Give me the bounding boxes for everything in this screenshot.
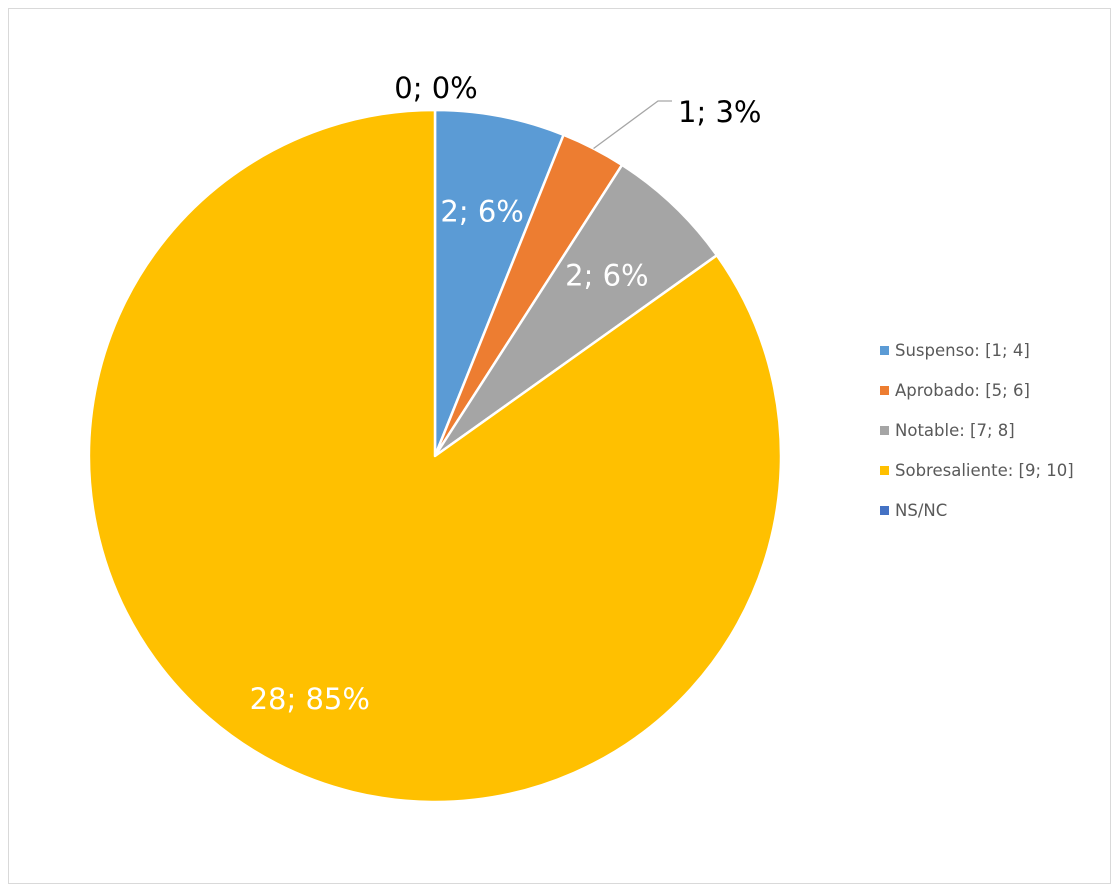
leader-lines bbox=[593, 100, 672, 149]
legend-item-aprobado: Aprobado: [5; 6] bbox=[880, 370, 1074, 410]
legend-label-notable: Notable: [7; 8] bbox=[895, 420, 1015, 440]
data-labels: 2; 6% 1; 3% 2; 6% 28; 85% 0; 0% bbox=[250, 71, 762, 716]
legend-swatch-sobresaliente bbox=[880, 465, 889, 475]
legend: Suspenso: [1; 4] Aprobado: [5; 6] Notabl… bbox=[880, 330, 1074, 530]
data-label-aprobado: 1; 3% bbox=[678, 95, 761, 129]
legend-item-sobresaliente: Sobresaliente: [9; 10] bbox=[880, 450, 1074, 490]
data-label-sobresaliente: 28; 85% bbox=[250, 682, 370, 716]
legend-swatch-suspenso bbox=[880, 345, 889, 355]
legend-label-aprobado: Aprobado: [5; 6] bbox=[895, 380, 1030, 400]
pie-slice-suspenso bbox=[433, 108, 565, 458]
legend-swatch-notable bbox=[880, 425, 889, 435]
legend-item-suspenso: Suspenso: [1; 4] bbox=[880, 330, 1074, 370]
data-label-nsnc: 0; 0% bbox=[394, 71, 477, 105]
data-label-notable: 2; 6% bbox=[565, 259, 648, 293]
legend-label-sobresaliente: Sobresaliente: [9; 10] bbox=[895, 460, 1074, 480]
pie-slice-sobresaliente bbox=[87, 108, 783, 804]
legend-item-notable: Notable: [7; 8] bbox=[880, 410, 1074, 450]
legend-swatch-nsnc bbox=[880, 505, 889, 515]
pie-slices bbox=[87, 108, 783, 804]
legend-swatch-aprobado bbox=[880, 385, 889, 395]
legend-item-nsnc: NS/NC bbox=[880, 490, 1074, 530]
legend-label-nsnc: NS/NC bbox=[895, 500, 948, 520]
leader-line-aprobado bbox=[593, 100, 672, 149]
data-label-suspenso: 2; 6% bbox=[440, 194, 523, 228]
legend-label-suspenso: Suspenso: [1; 4] bbox=[895, 340, 1030, 360]
pie-slice-notable bbox=[433, 163, 719, 458]
